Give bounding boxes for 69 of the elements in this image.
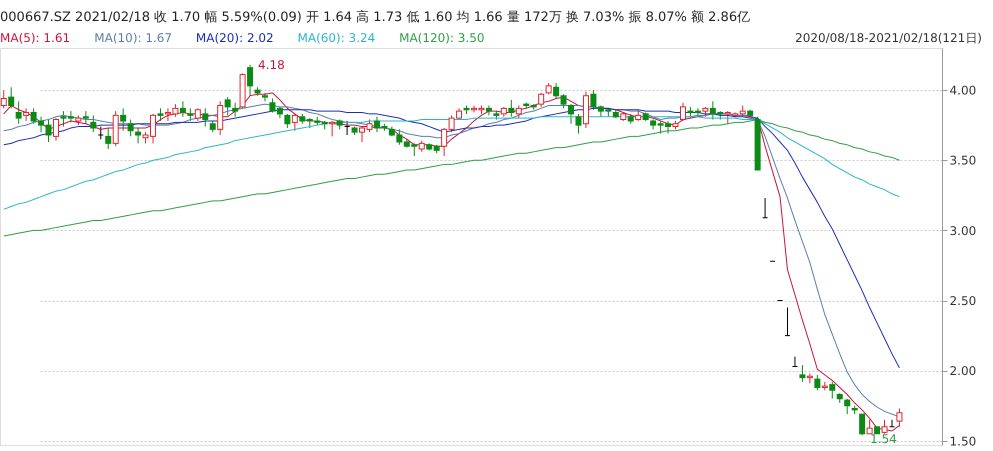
candlestick [859, 414, 866, 436]
candlestick [292, 113, 298, 132]
y-tick-label: 4.00 [950, 84, 976, 98]
candlestick [486, 105, 492, 116]
text: MA(10): 1.67 [94, 31, 172, 45]
candlestick [98, 126, 104, 140]
candlestick [202, 108, 208, 128]
candlestick [217, 100, 224, 136]
candlestick [896, 408, 902, 428]
candlestick [836, 392, 843, 404]
candlestick [82, 110, 89, 124]
candlestick [500, 106, 507, 118]
y-tick-label: 2.50 [950, 294, 976, 308]
candlestick [792, 356, 798, 367]
candlestick [702, 106, 708, 118]
text: MA(120): 3.50 [399, 31, 485, 45]
candlestick [516, 105, 522, 119]
candlestick [508, 99, 514, 118]
candlestick [575, 113, 582, 134]
candlestick [23, 108, 30, 122]
candlestick [680, 102, 686, 122]
candlestick [52, 118, 59, 142]
candlestick [628, 113, 634, 124]
candlestick [799, 364, 806, 382]
candlestick [187, 108, 194, 122]
candlestick [784, 307, 790, 336]
candlestick [8, 86, 14, 109]
candlestick [105, 127, 112, 150]
annotation: 1.54 [870, 432, 897, 446]
candlestick [336, 119, 343, 130]
candlestick [635, 109, 642, 122]
candlestick [247, 64, 254, 96]
candlestick [135, 127, 142, 144]
candlestick [888, 419, 895, 428]
y-tick-label: 3.00 [950, 224, 976, 238]
candlestick [866, 419, 873, 434]
text: MA(20): 2.02 [196, 31, 274, 45]
candlestick [882, 419, 888, 434]
candlestick [568, 104, 574, 124]
text: MA(60): 3.24 [298, 31, 376, 45]
candlestick [418, 140, 425, 152]
y-tick-label: 2.00 [950, 364, 976, 378]
candlestick [194, 108, 201, 122]
candlestick [180, 100, 186, 118]
candlestick [224, 96, 231, 116]
candlestick [844, 398, 850, 415]
annotation: 4.18 [258, 58, 285, 72]
candlestick [538, 92, 544, 108]
y-tick-label: 3.50 [950, 154, 976, 168]
candlestick [814, 374, 820, 391]
text: MA(5): 1.61 [0, 31, 70, 45]
chart-title: 000667.SZ 2021/02/18 收 1.70 幅 5.59%(0.09) 开 1.64 高 1.73 低 1.60 均 1.66 量 172万 换 7.03% 振 8.07% 额 2.86亿 [0, 9, 750, 25]
candlestick [344, 120, 350, 136]
candlestick [329, 120, 336, 137]
text: 2020/08/18-2021/02/18(121日) [795, 31, 982, 45]
candlestick [762, 198, 768, 218]
candlestick [75, 114, 82, 126]
candlestick [284, 113, 290, 128]
line-series [3, 119, 900, 236]
candlestick [210, 120, 216, 133]
candlestick [157, 108, 164, 122]
candlestick [829, 381, 836, 400]
candlestick [120, 108, 126, 132]
candlestick [90, 114, 96, 133]
y-tick-label: 1.50 [950, 434, 976, 448]
candlestick [16, 100, 22, 124]
candlestick [546, 82, 552, 95]
candlestick [232, 102, 238, 118]
candlestick [128, 119, 134, 137]
